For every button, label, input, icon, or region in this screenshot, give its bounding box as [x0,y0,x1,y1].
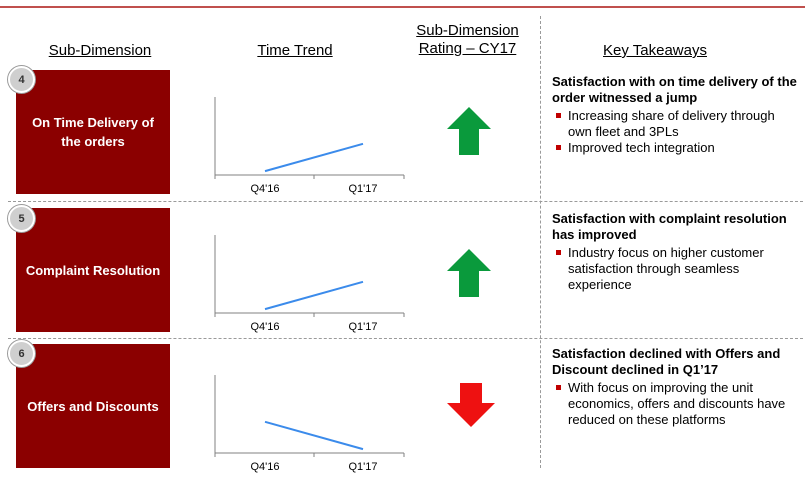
header-key-takeaways: Key Takeaways [603,42,707,59]
time-trend-chart: Q4'16 Q1'17 [214,97,405,195]
header-rating-line2: Rating – CY17 [418,40,517,57]
arrow-down-icon [447,383,495,427]
takeaway-list: With focus on improving the unit economi… [552,380,797,428]
takeaway-list: Industry focus on higher customer satisf… [552,245,797,293]
sub-dimension-title: On Time Delivery of the orders [32,115,154,149]
series-line [264,142,364,173]
series-line [264,420,364,451]
row-number-badge: 4 [8,66,35,93]
row-divider [8,201,803,202]
takeaway-heading: Satisfaction with complaint resolution h… [552,211,787,242]
arrow-up-icon [447,107,491,155]
sub-dimension-title: Offers and Discounts [27,398,159,414]
header-rating-line1: Sub-Dimension [416,22,519,39]
key-takeaway: Satisfaction with on time delivery of th… [552,74,797,156]
x-tick-label: Q1'17 [348,321,377,333]
takeaway-bullet: Increasing share of delivery through own… [552,108,797,140]
takeaway-heading: Satisfaction with on time delivery of th… [552,74,797,105]
x-tick-label: Q1'17 [348,183,377,195]
column-divider [540,16,541,468]
row-divider [8,338,803,339]
header-time-trend: Time Trend [257,42,333,59]
x-tick-label: Q4'16 [250,461,279,473]
top-rule [0,6,805,8]
row-number-badge: 5 [8,205,35,232]
key-takeaway: Satisfaction with complaint resolution h… [552,211,797,293]
header-rating: Sub-Dimension Rating – CY17 [400,22,535,58]
sub-dimension-title: Complaint Resolution [25,262,161,278]
series-line [264,280,364,311]
x-tick-label: Q1'17 [348,461,377,473]
sub-dimension-box: Offers and Discounts [16,344,170,468]
x-tick-label: Q4'16 [250,321,279,333]
sub-dimension-box: On Time Delivery of the orders [16,70,170,194]
takeaway-list: Increasing share of delivery through own… [552,108,797,156]
takeaway-bullet: Industry focus on higher customer satisf… [552,245,797,293]
takeaway-heading: Satisfaction declined with Offers and Di… [552,346,781,377]
key-takeaway: Satisfaction declined with Offers and Di… [552,346,797,428]
time-trend-chart: Q4'16 Q1'17 [214,235,405,333]
x-tick-label: Q4'16 [250,183,279,195]
row-number-badge: 6 [8,340,35,367]
arrow-up-icon [447,249,491,297]
header-sub-dimension: Sub-Dimension [48,42,152,59]
sub-dimension-box: Complaint Resolution [16,208,170,332]
time-trend-chart: Q4'16 Q1'17 [214,375,405,473]
takeaway-bullet: Improved tech integration [552,140,797,156]
takeaway-bullet: With focus on improving the unit economi… [552,380,797,428]
